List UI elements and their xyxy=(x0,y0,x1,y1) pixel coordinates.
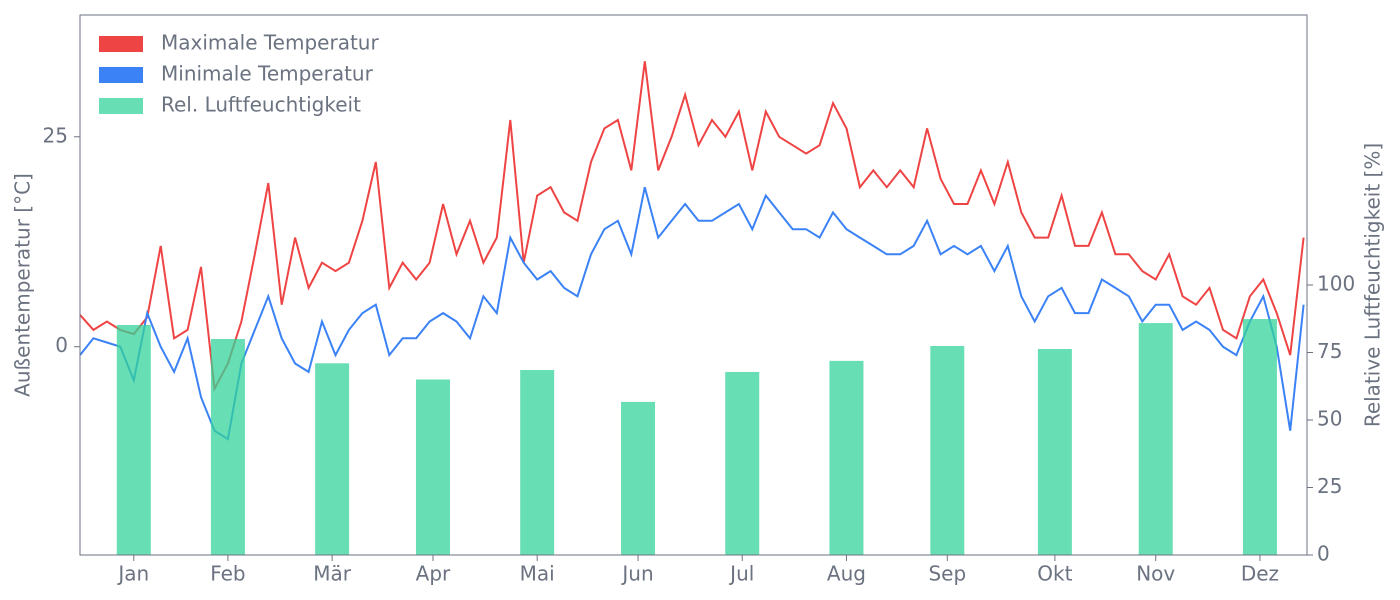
bar xyxy=(1138,323,1173,555)
x-tick-label: Jun xyxy=(620,562,653,586)
y2-tick-label: 100 xyxy=(1317,272,1355,296)
y2-tick-label: 25 xyxy=(1317,474,1342,498)
x-tick-label: Dez xyxy=(1241,562,1279,586)
legend-swatch xyxy=(99,36,143,52)
y2-tick-label: 75 xyxy=(1317,339,1342,363)
bar xyxy=(829,360,864,555)
legend-swatch xyxy=(99,98,143,114)
bar xyxy=(315,363,350,555)
legend-swatch xyxy=(99,67,143,83)
y2-axis-label: Relative Luftfeuchtigkeit [%] xyxy=(1361,143,1385,427)
x-tick-label: Feb xyxy=(210,562,245,586)
y2-tick-label: 0 xyxy=(1317,542,1330,566)
x-tick-label: Mai xyxy=(520,562,555,586)
x-tick-label: Nov xyxy=(1136,562,1175,586)
legend-label: Minimale Temperatur xyxy=(161,62,374,86)
legend-label: Rel. Luftfeuchtigkeit xyxy=(161,93,361,117)
x-tick-label: Mär xyxy=(313,562,352,586)
y-axis-label: Außentemperatur [°C] xyxy=(11,173,35,397)
line-series xyxy=(79,186,1305,441)
x-tick-label: Jan xyxy=(116,562,149,586)
bar xyxy=(415,379,450,555)
bar xyxy=(1037,348,1072,555)
bar xyxy=(930,346,965,555)
x-tick-label: Aug xyxy=(827,562,866,586)
bar xyxy=(116,324,151,555)
bar xyxy=(520,370,555,555)
bar xyxy=(725,371,760,555)
x-tick-label: Jul xyxy=(728,562,754,586)
y-tick-label: 0 xyxy=(55,333,68,357)
x-tick-label: Sep xyxy=(928,562,966,586)
line-series xyxy=(79,61,1305,393)
y-tick-label: 25 xyxy=(43,123,68,147)
x-tick-label: Apr xyxy=(416,562,451,586)
bar xyxy=(1242,319,1277,555)
legend-label: Maximale Temperatur xyxy=(161,31,379,55)
x-tick-label: Okt xyxy=(1037,562,1072,586)
bar xyxy=(210,339,245,555)
bar xyxy=(621,401,656,555)
y2-tick-label: 50 xyxy=(1317,407,1342,431)
